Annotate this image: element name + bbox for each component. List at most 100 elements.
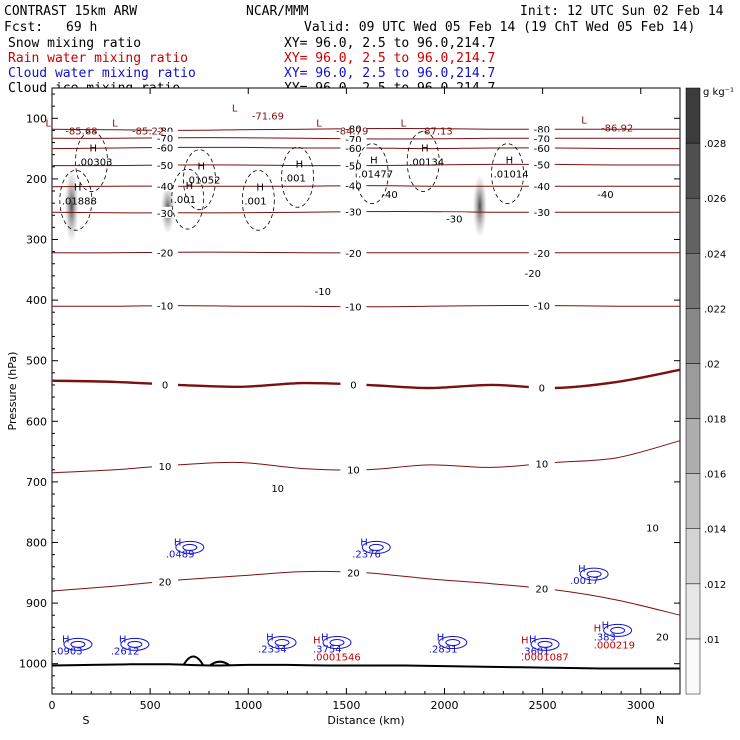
contour-label-bg: [264, 481, 291, 493]
cloud-ice-contour: [406, 131, 440, 192]
fcst-value: 69 h: [66, 20, 97, 35]
contour-label-bg: [340, 378, 367, 390]
x-tick-label: 2000: [431, 699, 459, 712]
cloud-water-max-label: .2831: [429, 645, 458, 656]
temperature-contour-label: 20: [656, 632, 669, 643]
colorbar-segment: [685, 197, 701, 254]
contour-label-bg: [152, 206, 179, 218]
cloud-ice-max-label: .01014: [494, 170, 529, 181]
terrain-line: [51, 663, 680, 670]
temperature-contour-label: -30: [345, 208, 361, 219]
cloud-water-high-marker: H: [321, 633, 329, 644]
contour-label-bg: [528, 299, 555, 311]
colorbar-tick-label: .014: [704, 525, 726, 536]
y-tick-label: 500: [26, 355, 47, 368]
colorbar-tick-label: .022: [704, 304, 726, 315]
temperature-contour-label: 20: [159, 577, 172, 588]
contour-label-bg: [340, 132, 367, 144]
temperature-contour-label: 10: [271, 484, 284, 495]
cloud-ice-max-label: .01477: [358, 170, 393, 181]
colorbar-tick-label: .01: [704, 635, 720, 646]
temperature-contour-label: 10: [535, 459, 548, 470]
contour-label-bg: [528, 457, 555, 469]
contour-label-bg: [340, 463, 367, 475]
colorbar-segment: [685, 528, 701, 585]
legend-entry: Snow mixing ratio: [8, 36, 141, 51]
cloud-water-contour: [267, 636, 297, 650]
cloud-ice-contour: [75, 131, 108, 192]
cloud-ice-max-label: .01888: [62, 196, 97, 207]
south-endpoint: S: [83, 714, 90, 727]
y-tick-label: 400: [26, 294, 47, 307]
temperature-contour-label: 20: [347, 569, 360, 580]
y-tick-label: 200: [26, 173, 47, 186]
legend: Snow mixing ratio XY= 96.0, 2.5 to 96.0,2…: [8, 36, 495, 96]
cloud-ice-high-marker: H: [256, 182, 264, 193]
contour-label-bg: [639, 521, 666, 533]
contour-label-bg: [528, 206, 555, 218]
contour-label-bg: [152, 131, 179, 143]
temperature-contour-label: -20: [157, 248, 173, 259]
x-tick-label: 0: [49, 699, 56, 712]
contour-label-bg: [649, 630, 676, 642]
temperature-contour-label: -40: [381, 190, 397, 201]
cloud-ice-contour: [241, 169, 275, 231]
colorbar-segment: [685, 418, 701, 474]
temperature-contour-label: -70: [157, 134, 173, 145]
y-tick-label: 700: [26, 476, 47, 489]
contour-label-bg: [528, 158, 555, 170]
temperature-contour-label: -60: [345, 144, 361, 155]
temperature-min-label: -86.92: [601, 123, 633, 134]
cloud-ice-high-marker: H: [197, 162, 205, 173]
cloud-water-contour: [537, 640, 553, 648]
colorbar-unit: g kg⁻¹: [703, 87, 734, 98]
cloud-water-contour: [329, 639, 345, 647]
cloud-water-contour: [586, 570, 602, 578]
cloud-ice-contour: [183, 149, 216, 211]
temperature-contour-label: 10: [347, 466, 360, 477]
legend-entry: Rain water mixing ratio: [8, 51, 188, 66]
low-marker: L: [112, 118, 118, 129]
north-endpoint: N: [656, 714, 664, 727]
y-tick-label: 900: [26, 597, 47, 610]
rain-high-marker: H: [594, 624, 602, 635]
contour-label-bg: [152, 299, 179, 311]
contour-label-bg: [528, 246, 555, 258]
low-marker: L: [401, 118, 407, 129]
contour-label-bg: [340, 246, 367, 258]
contour-label-bg: [340, 159, 367, 171]
temperature-contour-label: -10: [534, 302, 550, 313]
cloud-ice-max-label: .00134: [409, 158, 444, 169]
cloud-ice-max-label: .01052: [185, 176, 220, 187]
contour-label-bg: [376, 188, 403, 200]
contour-label-bg: [340, 566, 367, 578]
fcst-label: Fcst:: [4, 20, 43, 35]
contour-label-bg: [519, 266, 546, 278]
temperature-min-label: -84.79: [336, 126, 368, 137]
temperature-contour-label: -50: [534, 160, 550, 171]
colorbar-segment: [685, 638, 701, 695]
colorbar-tick-label: .026: [704, 194, 726, 205]
colorbar-segment: [685, 142, 701, 199]
contour-label-bg: [340, 300, 367, 312]
cloud-water-max-label: .2376: [352, 549, 381, 560]
temperature-contour-label: 0: [350, 381, 356, 392]
contour-label-bg: [528, 381, 555, 393]
colorbar-tick-label: .02: [704, 359, 720, 370]
snow-shading: [472, 174, 487, 239]
cloud-water-contour: [603, 623, 633, 637]
temperature-contour-label: 10: [646, 523, 659, 534]
cloud-water-contour: [610, 626, 626, 634]
contour-label-bg: [152, 246, 179, 258]
temperature-contour-label: -20: [345, 249, 361, 260]
temperature-contour-label: -40: [534, 182, 550, 193]
low-marker: L: [45, 118, 51, 129]
contour-label-bg: [340, 122, 367, 134]
temperature-contour-label: -10: [315, 287, 331, 298]
colorbar-tick-label: .016: [704, 470, 726, 481]
rain-max-label: .0001546: [313, 653, 361, 664]
y-tick-label: 300: [26, 234, 47, 247]
cloud-ice-contour: [281, 146, 314, 208]
temperature-contour-label: -50: [157, 161, 173, 172]
